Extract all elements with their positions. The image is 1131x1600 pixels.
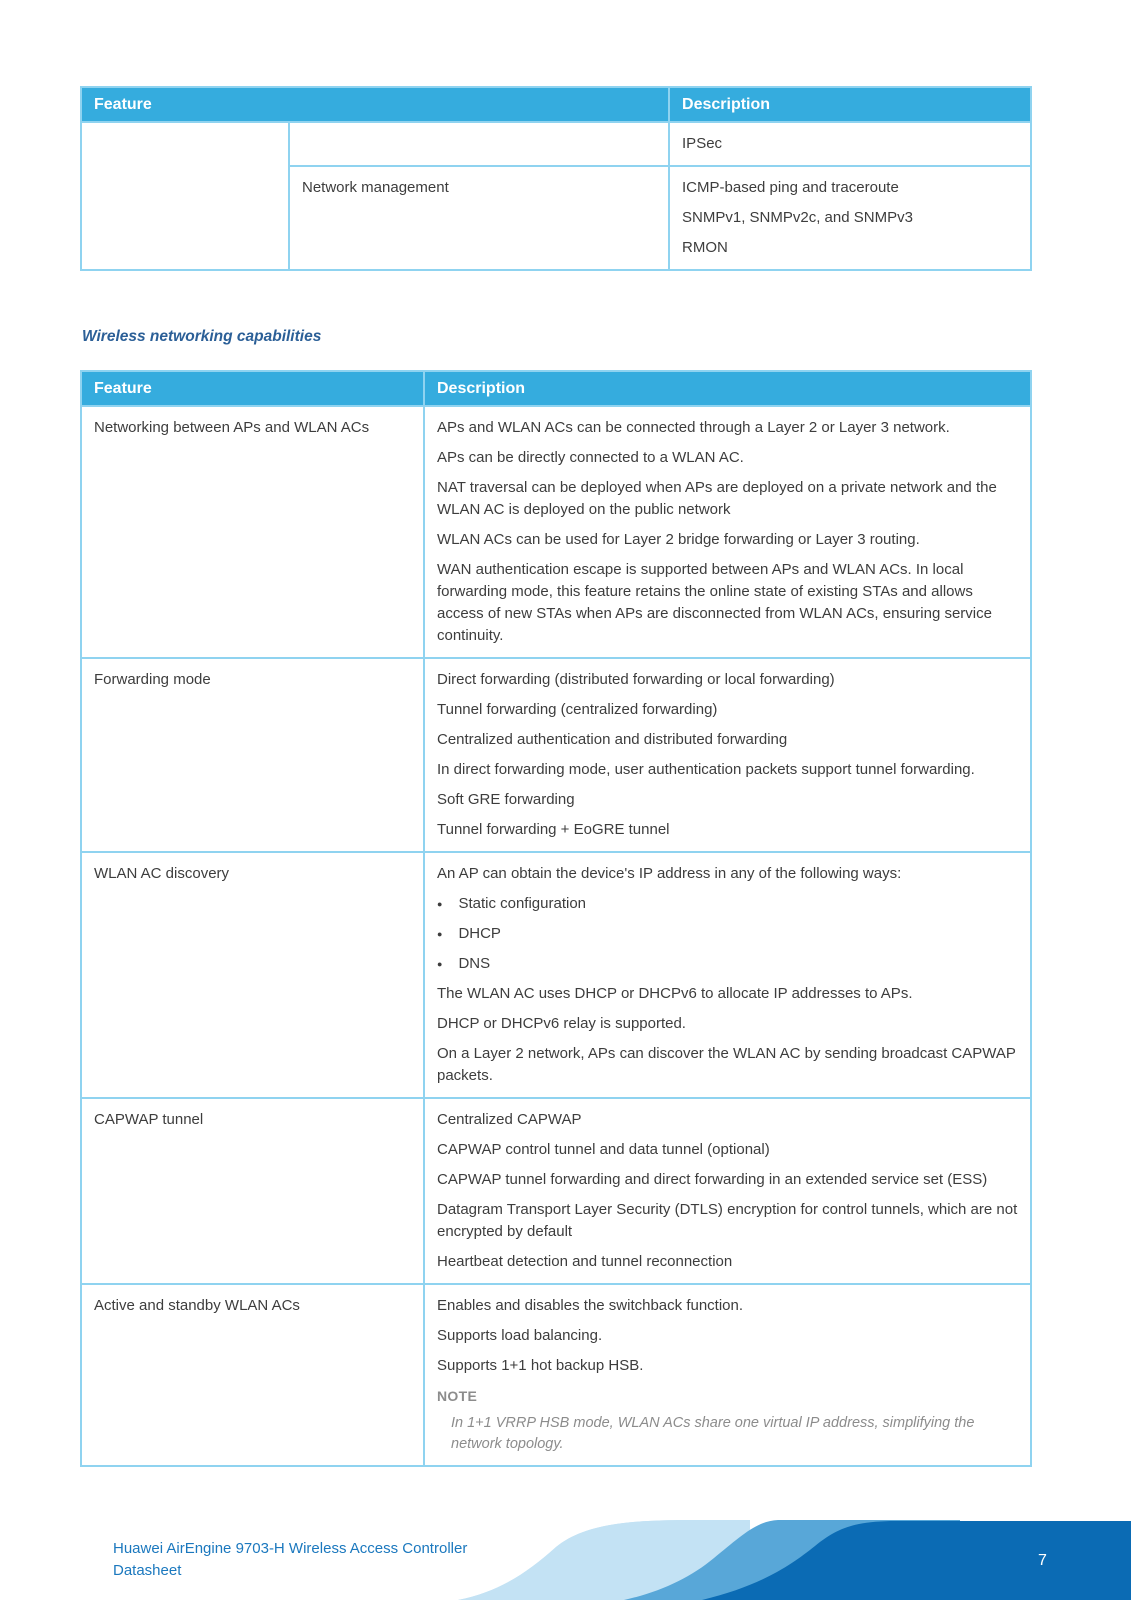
description-paragraph: CAPWAP tunnel forwarding and direct forw… [437, 1171, 988, 1188]
description-cell: An AP can obtain the device's IP address… [423, 851, 1032, 1099]
description-paragraph: An AP can obtain the device's IP address… [437, 865, 902, 882]
table-row: CAPWAP tunnel Centralized CAPWAP CAPWAP co… [80, 1097, 1032, 1285]
description-paragraph: Tunnel forwarding + EoGRE tunnel [437, 821, 670, 838]
section-title: Wireless networking capabilities [82, 328, 322, 345]
bullet-text: DNS [458, 955, 491, 972]
table-row: Forwarding mode Direct forwarding (distri… [80, 657, 1032, 853]
description-header: Description [423, 370, 1032, 407]
bullet-text: DHCP [458, 925, 501, 942]
table-header-row: Feature Description [79, 86, 1033, 123]
description-paragraph: SNMPv1, SNMPv2c, and SNMPv3 [682, 209, 913, 226]
description-paragraph: Tunnel forwarding (centralized forwardin… [437, 701, 718, 718]
table-header-row: Feature Description [80, 370, 1032, 407]
description-paragraph: ICMP-based ping and traceroute [682, 179, 899, 196]
bullet-text: Static configuration [458, 895, 587, 912]
description-paragraph: IPSec [682, 135, 723, 152]
description-paragraph: In direct forwarding mode, user authenti… [437, 761, 975, 778]
note-text: In 1+1 VRRP HSB mode, WLAN ACs share one… [451, 1415, 975, 1452]
description-paragraph: CAPWAP control tunnel and data tunnel (o… [437, 1141, 770, 1158]
description-cell: Centralized CAPWAP CAPWAP control tunnel … [423, 1097, 1032, 1285]
top-feature-table: Feature Description IPSec Network manage… [79, 86, 1033, 271]
page-number: 7 [1038, 1552, 1047, 1569]
description-cell: IPSec [668, 121, 1033, 167]
feature-cell: WLAN AC discovery [80, 851, 425, 1099]
description-paragraph: Datagram Transport Layer Security (DTLS)… [437, 1201, 1018, 1240]
feature-cell: CAPWAP tunnel [80, 1097, 425, 1285]
bullet-item: ● Static configuration [437, 893, 1018, 915]
description-cell: Direct forwarding (distributed forwardin… [423, 657, 1032, 853]
feature-header: Feature [80, 370, 425, 407]
description-cell: APs and WLAN ACs can be connected throug… [423, 405, 1032, 659]
table-row: WLAN AC discovery An AP can obtain the de… [80, 851, 1032, 1099]
feature-header: Feature [79, 86, 671, 123]
description-paragraph: The WLAN AC uses DHCP or DHCPv6 to alloc… [437, 985, 913, 1002]
footer-wave-dark [702, 1521, 1131, 1600]
footer-wave-graphic [458, 1520, 1131, 1600]
subfeature-cell: Network management [287, 165, 671, 271]
note-label: NOTE [437, 1388, 478, 1404]
bullet-item: ● DHCP [437, 923, 1018, 945]
description-cell: Enables and disables the switchback func… [423, 1283, 1032, 1467]
footer-doc-title-line1: Huawei AirEngine 9703-H Wireless Access … [113, 1540, 468, 1557]
feature-cell [80, 121, 290, 271]
description-paragraph: Centralized authentication and distribut… [437, 731, 788, 748]
description-paragraph: NAT traversal can be deployed when APs a… [437, 479, 997, 518]
description-paragraph: DHCP or DHCPv6 relay is supported. [437, 1015, 686, 1032]
table-row: IPSec [80, 121, 1033, 271]
footer-doc-title-line2: Datasheet [113, 1562, 182, 1579]
page-footer: Huawei AirEngine 9703-H Wireless Access … [0, 1490, 1131, 1600]
footer-doc-title: Huawei AirEngine 9703-H Wireless Access … [113, 1538, 467, 1582]
bullet-item: ● DNS [437, 953, 1018, 975]
table-row: Network management ICMP-based ping and t… [81, 165, 1033, 271]
description-paragraph: WAN authentication escape is supported b… [437, 561, 992, 644]
wireless-capabilities-table: Feature Description Networking between A… [80, 370, 1032, 1467]
description-header: Description [668, 86, 1033, 123]
table-row: Active and standby WLAN ACs Enables and d… [80, 1283, 1032, 1467]
description-paragraph: Centralized CAPWAP [437, 1111, 582, 1128]
bullet-icon: ● [437, 929, 443, 939]
feature-cell: Active and standby WLAN ACs [80, 1283, 425, 1467]
description-paragraph: Direct forwarding (distributed forwardin… [437, 671, 835, 688]
bullet-icon: ● [437, 899, 443, 909]
subfeature-cell [287, 121, 671, 167]
description-paragraph: WLAN ACs can be used for Layer 2 bridge … [437, 531, 920, 548]
description-paragraph: Soft GRE forwarding [437, 791, 575, 808]
description-paragraph: Heartbeat detection and tunnel reconnect… [437, 1253, 733, 1270]
wireless-table-body: Networking between APs and WLAN ACs APs a… [80, 405, 1032, 1467]
description-paragraph: RMON [682, 239, 728, 256]
feature-cell: Networking between APs and WLAN ACs [80, 405, 425, 659]
description-cell: ICMP-based ping and traceroute SNMPv1, S… [668, 165, 1033, 271]
bullet-icon: ● [437, 959, 443, 969]
table-row: Networking between APs and WLAN ACs APs a… [80, 405, 1032, 659]
description-paragraph: On a Layer 2 network, APs can discover t… [437, 1045, 1016, 1084]
description-paragraph: Enables and disables the switchback func… [437, 1297, 744, 1314]
description-paragraph: APs and WLAN ACs can be connected throug… [437, 419, 950, 436]
description-paragraph: Supports load balancing. [437, 1327, 603, 1344]
description-paragraph: APs can be directly connected to a WLAN … [437, 449, 744, 466]
description-paragraph: Supports 1+1 hot backup HSB. [437, 1357, 644, 1374]
footer-wave-light-body [458, 1520, 750, 1600]
feature-cell: Forwarding mode [80, 657, 425, 853]
